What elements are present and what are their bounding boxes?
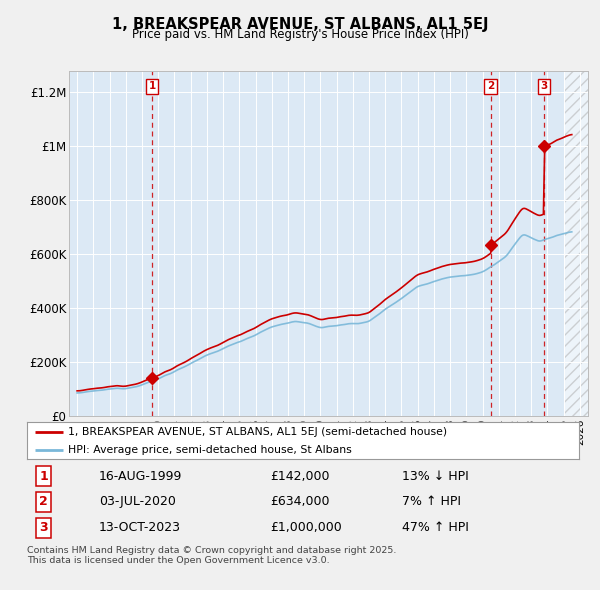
- Text: 3: 3: [39, 521, 48, 534]
- Text: 7% ↑ HPI: 7% ↑ HPI: [403, 495, 461, 508]
- Text: 3: 3: [541, 81, 548, 91]
- Text: 47% ↑ HPI: 47% ↑ HPI: [403, 521, 469, 534]
- Text: 1, BREAKSPEAR AVENUE, ST ALBANS, AL1 5EJ (semi-detached house): 1, BREAKSPEAR AVENUE, ST ALBANS, AL1 5EJ…: [68, 427, 448, 437]
- Text: £634,000: £634,000: [270, 495, 329, 508]
- Text: £142,000: £142,000: [270, 470, 329, 483]
- Text: 03-JUL-2020: 03-JUL-2020: [99, 495, 176, 508]
- Text: 13% ↓ HPI: 13% ↓ HPI: [403, 470, 469, 483]
- Text: 1: 1: [39, 470, 48, 483]
- Bar: [563, 71, 588, 416]
- Text: HPI: Average price, semi-detached house, St Albans: HPI: Average price, semi-detached house,…: [68, 445, 352, 455]
- Text: 13-OCT-2023: 13-OCT-2023: [99, 521, 181, 534]
- Text: 2: 2: [487, 81, 494, 91]
- Text: 1: 1: [148, 81, 156, 91]
- Text: 2: 2: [39, 495, 48, 508]
- Text: 16-AUG-1999: 16-AUG-1999: [99, 470, 182, 483]
- Text: Price paid vs. HM Land Registry's House Price Index (HPI): Price paid vs. HM Land Registry's House …: [131, 28, 469, 41]
- Text: £1,000,000: £1,000,000: [270, 521, 341, 534]
- Text: Contains HM Land Registry data © Crown copyright and database right 2025.
This d: Contains HM Land Registry data © Crown c…: [27, 546, 397, 565]
- Text: 1, BREAKSPEAR AVENUE, ST ALBANS, AL1 5EJ: 1, BREAKSPEAR AVENUE, ST ALBANS, AL1 5EJ: [112, 17, 488, 31]
